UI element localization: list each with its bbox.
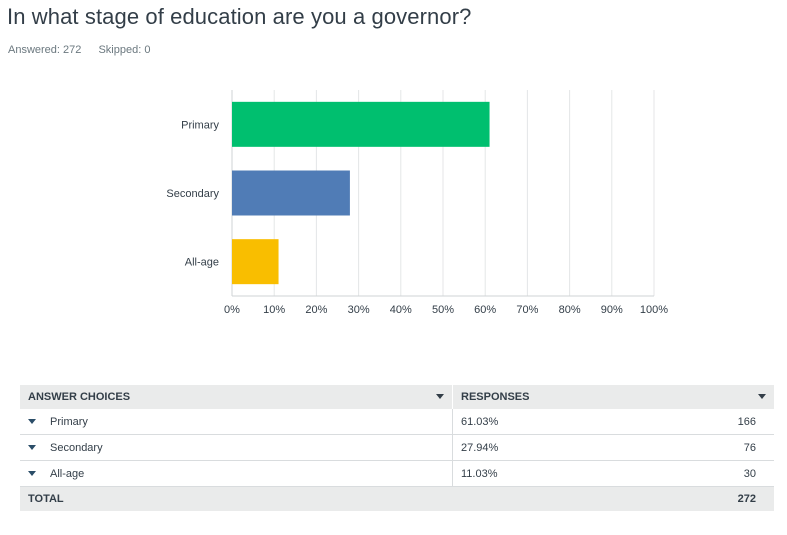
table-row: Secondary 27.94% 76 — [20, 434, 774, 461]
response-stats: Answered: 272 Skipped: 0 — [8, 44, 164, 56]
total-spacer — [452, 486, 629, 511]
x-tick-label: 60% — [474, 304, 496, 316]
table-header-row: ANSWER CHOICES RESPONSES — [20, 385, 774, 409]
bar — [232, 101, 490, 147]
choice-cell: Secondary — [20, 434, 453, 461]
choice-label: Secondary — [50, 441, 103, 454]
count-cell: 30 — [628, 460, 774, 487]
choice-cell: Primary — [20, 409, 453, 435]
x-tick-label: 40% — [390, 304, 412, 316]
x-tick-label: 90% — [601, 304, 623, 316]
count-cell: 76 — [628, 434, 774, 461]
x-tick-label: 20% — [305, 304, 327, 316]
total-label: TOTAL — [20, 486, 453, 511]
total-count: 272 — [628, 486, 774, 511]
percent-cell: 61.03% — [452, 409, 629, 435]
choice-label: Primary — [50, 415, 88, 428]
category-label: Primary — [181, 119, 219, 131]
total-row: TOTAL 272 — [20, 486, 774, 511]
table-row: All-age 11.03% 30 — [20, 460, 774, 487]
x-tick-label: 80% — [559, 304, 581, 316]
bar-chart: 0% 10% 20% 30% 40% 50% 60% 70% 80% 90% 100% Primary… — [166, 90, 668, 316]
category-label: Secondary — [166, 188, 219, 200]
question-title: In what stage of education are you a gov… — [7, 4, 472, 29]
expand-caret-icon[interactable] — [28, 419, 36, 425]
expand-caret-icon[interactable] — [28, 471, 36, 477]
expand-caret-icon[interactable] — [28, 445, 36, 451]
x-tick-label: 100% — [640, 304, 668, 316]
category-label: All-age — [185, 257, 219, 269]
x-tick-label: 10% — [263, 304, 285, 316]
x-tick-label: 30% — [348, 304, 370, 316]
x-tick-label: 50% — [432, 304, 454, 316]
responses-table: ANSWER CHOICES RESPONSES Primary 61.03% … — [20, 385, 774, 511]
percent-cell: 27.94% — [452, 434, 629, 461]
bar — [232, 239, 279, 285]
table-row: Primary 61.03% 166 — [20, 409, 774, 435]
choice-label: All-age — [50, 467, 85, 480]
bar — [232, 170, 350, 216]
responses-header-label: RESPONSES — [461, 391, 530, 403]
skipped-count: Skipped: 0 — [98, 44, 151, 56]
x-tick-label: 0% — [224, 304, 240, 316]
answer-choices-header[interactable]: ANSWER CHOICES — [20, 385, 453, 409]
choice-cell: All-age — [20, 460, 453, 487]
answer-choices-header-label: ANSWER CHOICES — [28, 391, 131, 403]
responses-header[interactable]: RESPONSES — [452, 385, 774, 409]
sort-caret-icon[interactable] — [436, 394, 444, 399]
sort-caret-icon[interactable] — [758, 394, 766, 399]
percent-cell: 11.03% — [452, 460, 629, 487]
x-tick-label: 70% — [516, 304, 538, 316]
answered-count: Answered: 272 — [8, 44, 82, 56]
count-cell: 166 — [628, 409, 774, 435]
